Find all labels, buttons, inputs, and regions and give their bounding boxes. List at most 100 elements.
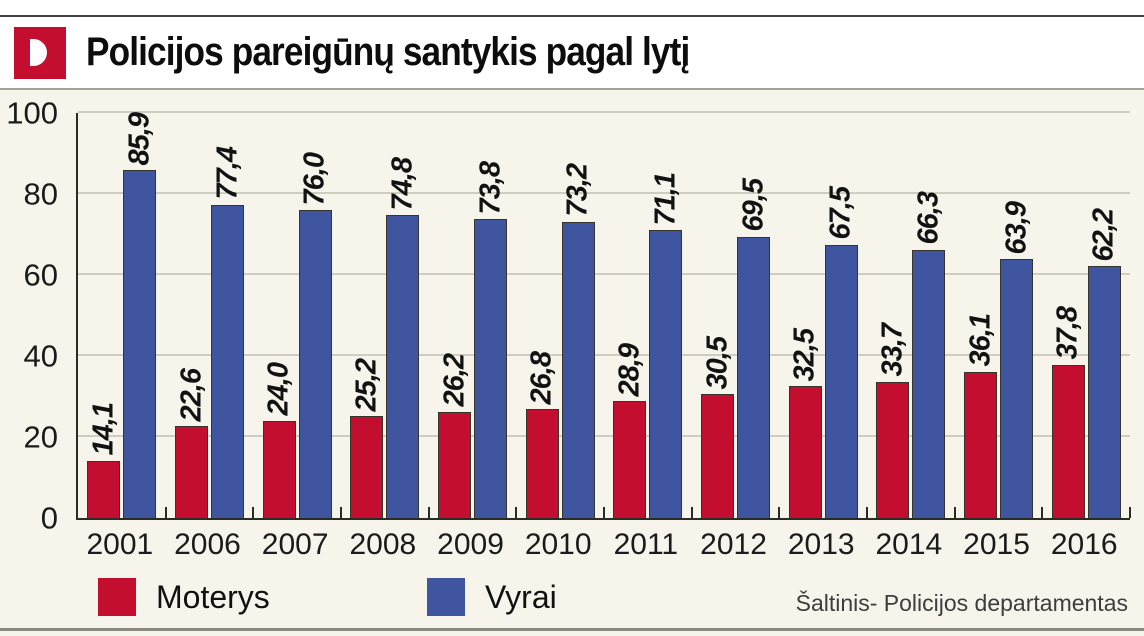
bar-value-label-vyrai-2001: 85,9 (123, 112, 156, 166)
gridline-100 (78, 111, 1130, 113)
bar-value-label-moterys-2013: 32,5 (788, 328, 821, 382)
x-tick-label-2010: 2010 (524, 528, 592, 561)
bar-group-2008: 25,2 74,8 (341, 113, 429, 518)
x-tick-label-2014: 2014 (875, 528, 943, 561)
x-axis-tick (953, 507, 956, 518)
bar-value-label-vyrai-2009: 73,8 (474, 161, 507, 215)
x-axis-tick (164, 507, 167, 518)
bar-vyrai-2013: 67,5 (824, 187, 858, 518)
bar-vyrai-2015: 63,9 (1000, 202, 1034, 518)
y-tick-label-20: 20 (23, 419, 58, 455)
x-tick-label-2012: 2012 (700, 528, 767, 561)
bar-moterys-2016: 37,8 (1051, 307, 1085, 518)
x-axis-tick (778, 507, 781, 518)
x-axis-tick (252, 507, 255, 518)
bar-group-2001: 14,1 85,9 (78, 113, 166, 518)
bar-moterys-2011: 28,9 (613, 344, 647, 518)
bar-value-label-moterys-2012: 30,5 (701, 337, 734, 390)
bar-group-2009: 26,2 73,8 (429, 113, 517, 518)
bar-vyrai-2010: 73,2 (561, 164, 595, 518)
bar-moterys-2007: 24,0 (262, 363, 296, 518)
bar-value-label-moterys-2015: 36,1 (964, 314, 997, 367)
bar-group-2011: 28,9 71,1 (604, 113, 692, 518)
bar-vyrai-2001: 85,9 (123, 113, 157, 518)
bar-moterys-2001: 14,1 (87, 403, 121, 518)
y-tick-label-100: 100 (6, 95, 58, 131)
bar-group-2015: 36,1 63,9 (955, 113, 1043, 518)
y-tick-label-80: 80 (23, 176, 58, 212)
legend-item-moterys: Moterys (98, 578, 270, 616)
x-tick-label-2016: 2016 (1050, 528, 1118, 561)
bar-group-2012: 30,5 69,5 (692, 113, 780, 518)
bar-group-2007: 24,0 76,0 (253, 113, 341, 518)
bar-moterys-2013: 32,5 (788, 329, 822, 518)
gridline-60 (78, 273, 1130, 275)
bar-value-label-vyrai-2014: 66,3 (912, 192, 945, 245)
x-axis-tick (515, 507, 518, 518)
bar-group-2006: 22,6 77,4 (166, 113, 254, 518)
bar-value-label-moterys-2010: 26,8 (525, 352, 558, 405)
bar-value-label-vyrai-2008: 74,8 (386, 157, 419, 211)
y-axis-labels: 0 20 40 60 80 100 (0, 98, 66, 534)
bar-group-2010: 26,8 73,2 (516, 113, 604, 518)
bar-vyrai-2014: 66,3 (912, 192, 946, 518)
bar-series: 14,1 85,9 22,6 77,4 24,0 76,0 25,2 74,8 26,2 73,8… (78, 113, 1130, 518)
x-axis-tick (1129, 507, 1131, 518)
moterys-color-swatch (98, 578, 136, 616)
bar-vyrai-2012: 69,5 (737, 179, 771, 518)
bar-group-2016: 37,8 62,2 (1042, 113, 1130, 518)
bar-value-label-vyrai-2007: 76,0 (298, 152, 331, 206)
bar-vyrai-2008: 74,8 (386, 158, 420, 518)
header: Policijos pareigūnų santykis pagal lytį (0, 17, 1144, 88)
delfi-logo-icon (14, 26, 66, 79)
x-axis-labels: 2001 2006 2007 2008 2009 2010 2011 2012 2013 2014… (76, 528, 1128, 562)
gridline-80 (78, 192, 1130, 194)
y-tick-label-60: 60 (23, 257, 58, 293)
bar-value-label-moterys-2008: 25,2 (350, 358, 383, 411)
bar-moterys-2014: 33,7 (876, 324, 910, 518)
bar-vyrai-2016: 62,2 (1087, 209, 1121, 518)
bar-vyrai-2009: 73,8 (474, 162, 508, 518)
y-tick-label-40: 40 (23, 338, 58, 374)
x-axis-tick (690, 507, 693, 518)
bar-group-2014: 33,7 66,3 (867, 113, 955, 518)
x-tick-label-2013: 2013 (787, 528, 855, 561)
legend-label-moterys: Moterys (156, 578, 270, 615)
legend-label-vyrai: Vyrai (485, 578, 557, 615)
x-axis-tick (427, 507, 430, 518)
gridline-40 (78, 354, 1130, 356)
logo-letter-d (29, 39, 47, 66)
bar-value-label-moterys-2006: 22,6 (175, 369, 207, 422)
bar-value-label-moterys-2014: 33,7 (876, 324, 909, 377)
bar-value-label-moterys-2016: 37,8 (1051, 307, 1084, 360)
bar-value-label-vyrai-2012: 69,5 (737, 179, 770, 232)
x-tick-label-2015: 2015 (963, 528, 1030, 561)
x-axis-tick (340, 507, 342, 518)
source-credit: Šaltinis- Policijos departamentas (795, 590, 1128, 616)
bar-value-label-vyrai-2006: 77,4 (211, 147, 243, 200)
x-tick-label-2009: 2009 (437, 528, 504, 561)
y-tick-label-0: 0 (40, 500, 58, 536)
top-rule (0, 15, 1144, 17)
bar-value-label-moterys-2011: 28,9 (613, 343, 646, 396)
bar-vyrai-2011: 71,1 (649, 173, 683, 518)
legend-item-vyrai: Vyrai (427, 578, 557, 616)
bar-value-label-vyrai-2015: 63,9 (1000, 201, 1033, 255)
bar-moterys-2010: 26,8 (525, 352, 559, 518)
gridline-20 (78, 435, 1130, 437)
bar-value-label-vyrai-2011: 71,1 (649, 172, 682, 226)
legend: Moterys Vyrai (0, 578, 1144, 620)
plot-area: 14,1 85,9 22,6 77,4 24,0 76,0 25,2 74,8 26,2 73,8… (76, 111, 1131, 520)
x-tick-label-2001: 2001 (86, 528, 154, 561)
bar-value-label-vyrai-2010: 73,2 (561, 164, 594, 217)
bar-moterys-2012: 30,5 (701, 337, 735, 518)
bottom-rule (0, 628, 1144, 631)
bar-vyrai-2006: 77,4 (211, 147, 244, 518)
bar-moterys-2015: 36,1 (964, 314, 998, 518)
bar-moterys-2008: 25,2 (350, 359, 384, 518)
bar-value-label-moterys-2007: 24,0 (262, 363, 295, 416)
x-axis-tick (603, 507, 605, 518)
bar-value-label-moterys-2001: 14,1 (87, 403, 120, 456)
x-tick-label-2006: 2006 (174, 528, 241, 561)
